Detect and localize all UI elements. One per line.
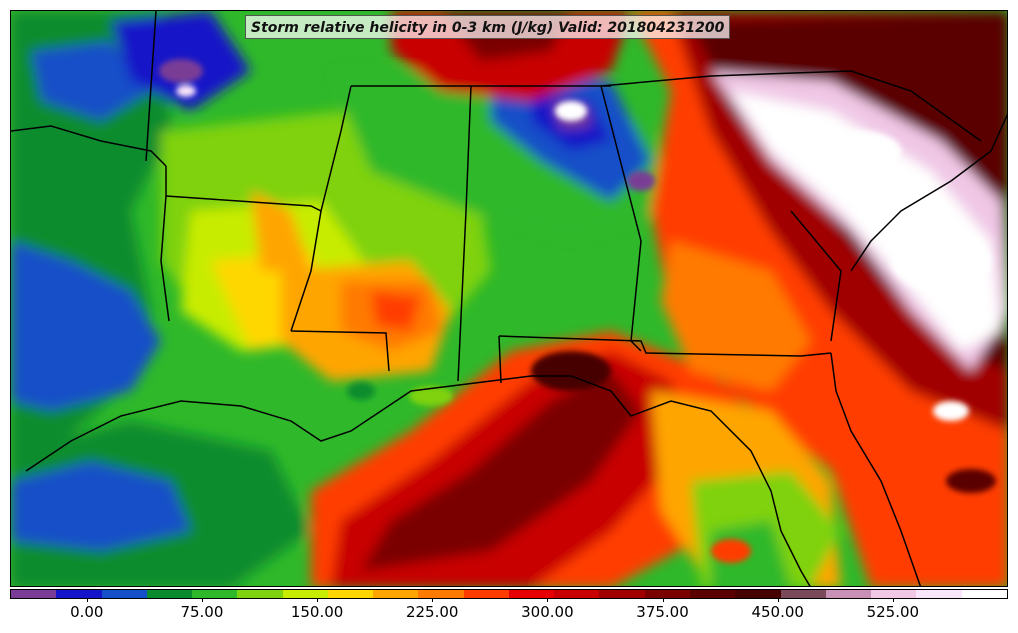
colorbar-segment xyxy=(146,590,193,598)
colorbar-segment xyxy=(418,590,464,598)
colorbar-segment xyxy=(780,590,826,598)
colorbar-tick xyxy=(86,598,88,602)
colorbar-segment xyxy=(282,590,328,598)
colorbar-segment xyxy=(961,590,1007,598)
helicity-field xyxy=(11,11,1007,586)
colorbar-tick xyxy=(662,598,664,602)
colorbar-tick xyxy=(777,598,779,602)
colorbar-tick-label: 150.00 xyxy=(290,603,344,621)
colorbar-tick-label: 300.00 xyxy=(521,603,574,621)
border-ms-river xyxy=(290,85,352,332)
colorbar-segment xyxy=(101,590,147,598)
colorbar-segment xyxy=(11,590,57,598)
border-al-ga xyxy=(600,85,642,352)
helicity-map xyxy=(11,11,1007,586)
colorbar-tick xyxy=(201,598,203,602)
colorbar-tick xyxy=(547,598,549,602)
colorbar-segment xyxy=(825,590,872,598)
east-coastline xyxy=(850,113,1007,272)
border-ok-west xyxy=(145,11,157,162)
gulf-coastline xyxy=(25,375,811,586)
colorbar-segment xyxy=(192,590,238,598)
colorbar-tick-label: 525.00 xyxy=(866,603,920,621)
colorbar-tick-label: 0.00 xyxy=(70,603,104,621)
border-al-fl xyxy=(498,335,832,357)
colorbar-tick xyxy=(892,598,894,602)
map-panel xyxy=(10,10,1008,587)
colorbar-segment xyxy=(689,590,736,598)
colorbar-segment xyxy=(463,590,509,598)
border-north-east xyxy=(600,70,982,142)
colorbar-tick-label: 375.00 xyxy=(636,603,689,621)
map-title: Storm relative helicity in 0-3 km (J/kg)… xyxy=(245,15,731,39)
colorbar-segment xyxy=(554,590,600,598)
colorbar-segment xyxy=(916,590,962,598)
border-la-ms xyxy=(290,330,390,372)
colorbar-segment xyxy=(237,590,283,598)
colorbar-tick xyxy=(432,598,434,602)
colorbar-segment xyxy=(373,590,419,598)
colorbar-segment xyxy=(644,590,690,598)
colorbar-segment xyxy=(508,590,555,598)
border-tx-ok xyxy=(11,125,167,167)
colorbar-segment xyxy=(327,590,374,598)
colorbar xyxy=(10,589,1008,599)
colorbar-segment xyxy=(56,590,102,598)
colorbar-tick-label: 75.00 xyxy=(180,603,224,621)
border-ar-la xyxy=(165,195,322,212)
border-tx-la xyxy=(160,166,170,322)
atlantic-coastline xyxy=(830,352,922,586)
field-details xyxy=(159,59,996,563)
border-al-fl-west xyxy=(498,335,502,384)
colorbar-segment xyxy=(735,590,781,598)
colorbar-tick-label: 225.00 xyxy=(405,603,459,621)
border-ms-al xyxy=(457,85,472,382)
colorbar-segment xyxy=(599,590,645,598)
colorbar-tick-label: 450.00 xyxy=(751,603,804,621)
boundaries xyxy=(11,11,1007,586)
border-ga-sc xyxy=(790,210,842,342)
colorbar-tick xyxy=(317,598,319,602)
colorbar-segment xyxy=(871,590,917,598)
